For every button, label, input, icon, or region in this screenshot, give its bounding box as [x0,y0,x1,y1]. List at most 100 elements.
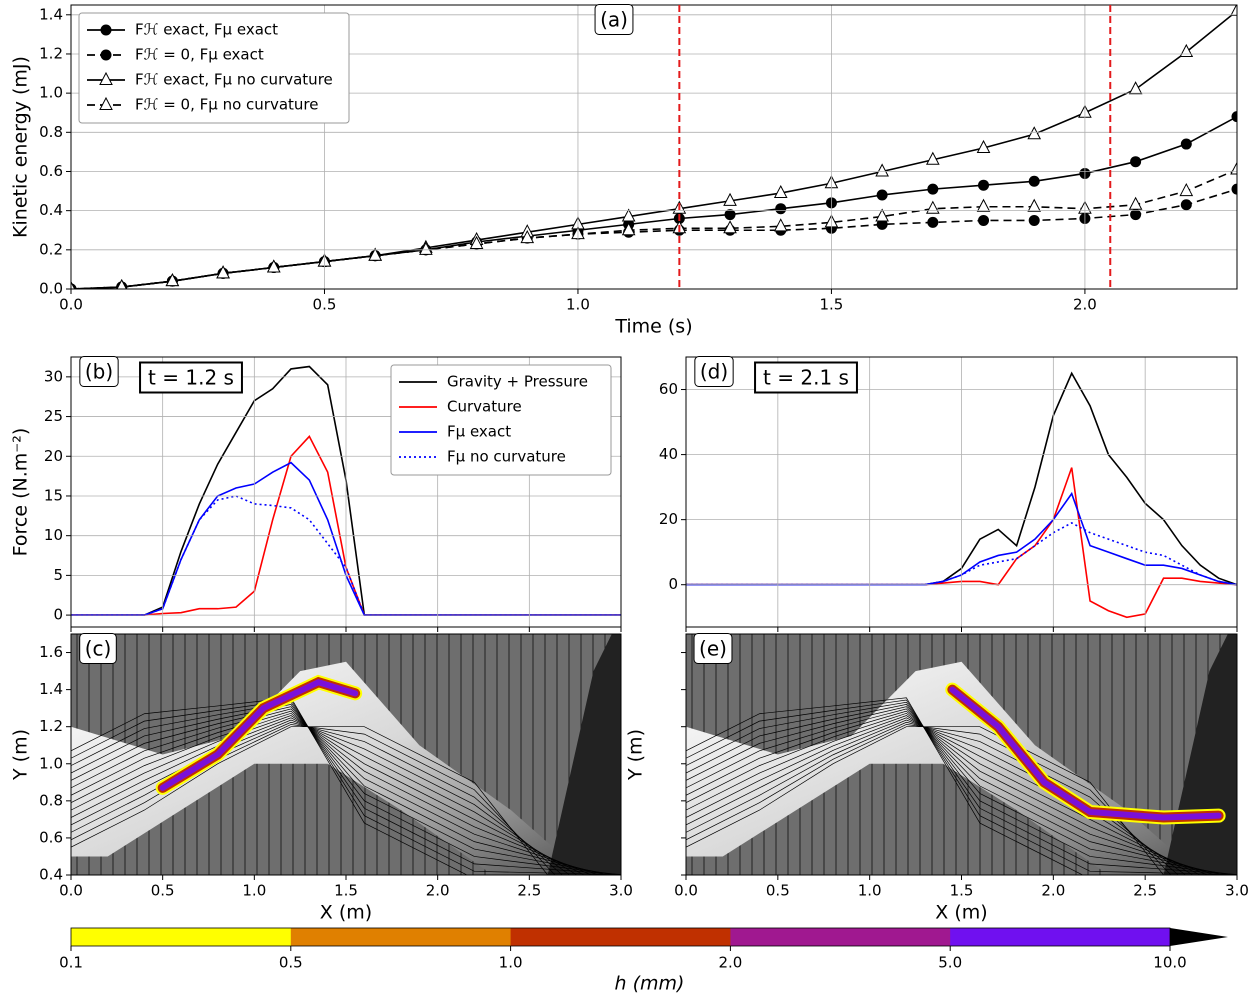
y-tick-label: 0.4 [39,866,63,884]
x-tick-label: 1.5 [820,296,844,314]
y-axis-label: Y (m) [625,729,647,781]
marker [71,280,76,289]
x-tick-label: 1.5 [950,882,974,900]
x-axis-label: Time (s) [614,316,692,338]
y-tick-label: 1.0 [39,84,63,102]
marker [773,218,788,232]
marker [773,184,788,199]
x-tick-label: 0.5 [766,882,790,900]
contour [71,719,570,875]
marker [875,163,889,177]
colorbar-tick-label: 0.1 [59,954,83,972]
y-axis-label: Y (m) [10,729,32,781]
line [71,188,1237,289]
marker [724,209,736,221]
x-tick-label: 0.0 [674,882,698,900]
contour [686,704,1237,875]
frame [70,633,622,876]
marker [1179,182,1194,197]
marker [100,24,112,36]
ridge [686,661,1201,875]
x-tick-label: 2.0 [1073,296,1097,314]
contour [686,701,1237,875]
marker [1027,198,1042,212]
x-tick-label: 0.0 [59,882,83,900]
contour [71,717,578,875]
x-tick-label: 1.0 [566,296,590,314]
contour [71,708,607,875]
x-tick-label: 1.0 [242,882,266,900]
contour [686,706,1230,875]
colorbar-segment [510,928,731,946]
plot-area [686,634,1237,875]
marker [99,71,113,85]
y-axis-label: Kinetic energy (mJ) [10,56,32,238]
legend-label: Fμ exact [447,423,511,441]
marker [116,278,127,289]
label-box [79,356,119,387]
marker [926,151,940,165]
marker [775,203,787,215]
x-tick-label: 2.0 [426,882,450,900]
y-tick-label: 1.4 [39,680,63,698]
label-box [693,633,733,664]
contour [686,712,1208,875]
contour [686,721,1179,875]
colorbar-segment [71,928,292,946]
time-label: t = 1.2 s [148,366,234,390]
marker [368,247,382,261]
legend-label: Fℋ exact, Fμ exact [135,21,278,39]
x-tick-label: 3.0 [609,882,633,900]
x-axis-label: X (m) [320,902,372,924]
legend-label: Fℋ exact, Fμ no curvature [135,71,333,89]
panel-label: (b) [85,360,113,384]
colorbar-extend [1170,928,1228,946]
x-tick-label: 1.5 [334,882,358,900]
panel-label: (d) [700,360,728,384]
colorbar-tick-label: 0.5 [279,954,303,972]
marker [976,139,991,153]
contour [686,724,1172,875]
colorbar-tick-label: 1.0 [499,954,523,972]
y-tick-label: 1.2 [39,717,63,735]
y-tick-label: 0 [53,606,63,624]
y-tick-label: 25 [44,407,63,425]
marker [1128,81,1143,95]
marker [1130,156,1142,168]
y-tick-label: 0 [668,575,678,593]
contour [71,710,600,875]
ridge [71,661,585,875]
x-axis-label: X (m) [935,902,987,924]
x-tick-label: 0.0 [59,296,83,314]
contour [71,704,621,875]
y-tick-label: 0.6 [39,828,63,846]
legend-label: Fℋ = 0, Fμ no curvature [135,96,318,114]
y-tick-label: 1.2 [39,44,63,62]
label-box [79,633,117,664]
colorbar-segment [730,928,951,946]
marker [1180,138,1192,150]
marker [1231,111,1237,123]
y-tick-label: 40 [659,445,678,463]
contour [71,721,563,875]
marker [926,200,940,214]
colorbar-segment [950,928,1171,946]
marker [875,208,889,222]
contour [686,710,1216,875]
legend-box [78,12,350,124]
legend-label: Fℋ = 0, Fμ exact [135,46,264,64]
label-box [694,356,734,387]
line [71,168,1237,289]
panel-label: (a) [600,8,628,32]
marker [978,214,990,226]
contour [686,699,1237,875]
time-label: t = 2.1 s [763,366,849,390]
marker [927,216,939,228]
y-tick-label: 0.6 [39,162,63,180]
contour [71,715,585,875]
contour [71,724,556,875]
line [71,115,1237,289]
marker [216,265,230,279]
marker [469,235,484,249]
legend-box [390,364,612,476]
